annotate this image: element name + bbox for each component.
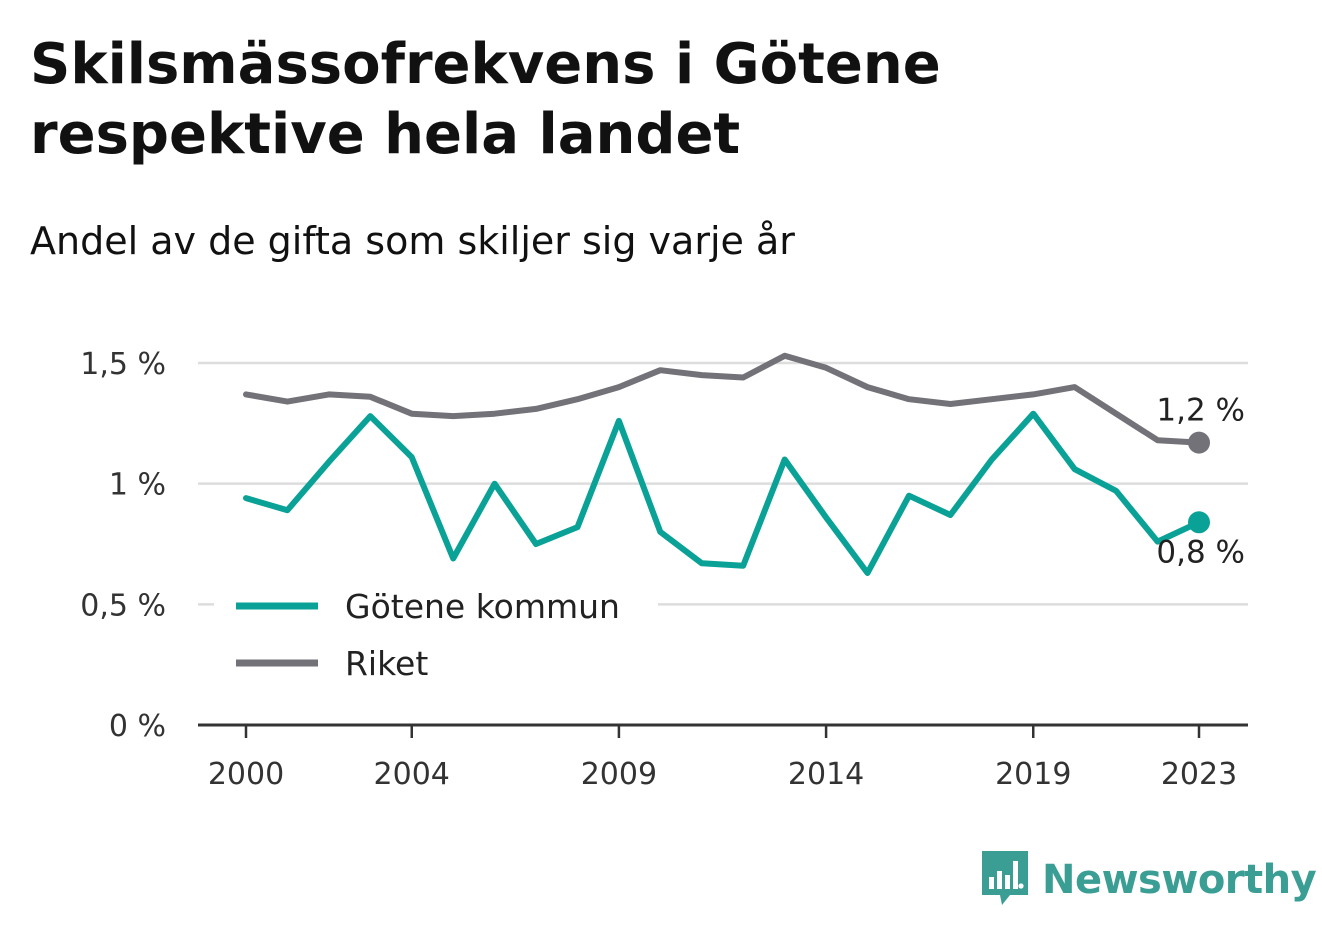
x-tick-label: 2004 [374, 757, 450, 792]
x-tick-label: 2023 [1161, 757, 1237, 792]
brand: Newsworthy [980, 849, 1317, 911]
x-tick-label: 2019 [995, 757, 1071, 792]
end-marker-riket [1188, 431, 1210, 454]
y-tick-label: 1,5 % [80, 347, 166, 382]
y-tick-label: 1 % [109, 468, 166, 503]
series-line-riket [243, 352, 1202, 446]
end-label-gotene: 0,8 % [1156, 534, 1245, 570]
series-line-gotene [243, 410, 1202, 576]
y-tick-label: 0,5 % [80, 588, 166, 623]
x-tick-label: 2009 [581, 757, 657, 792]
legend-label-gotene: Götene kommun [345, 587, 620, 626]
x-tick-label: 2014 [788, 757, 864, 792]
series-lines [243, 352, 1210, 576]
brand-name: Newsworthy [1042, 857, 1317, 903]
x-tick-label: 2000 [208, 757, 284, 792]
chart-title: Skilsmässofrekvens i Götene respektive h… [30, 32, 941, 167]
chart-subtitle: Andel av de gifta som skiljer sig varje … [30, 219, 795, 263]
end-labels: 1,2 % 0,8 % [1156, 393, 1245, 571]
legend-background [214, 578, 658, 698]
legend: Götene kommun Riket [214, 578, 658, 698]
newsworthy-logo-icon [980, 849, 1030, 911]
y-tick-label: 0 % [109, 709, 166, 744]
end-marker-gotene [1188, 511, 1210, 534]
axes: 0 % 0,5 % 1 % 1,5 % 2000 2004 2009 2014 2019 2023 [80, 347, 1248, 792]
legend-label-riket: Riket [345, 644, 428, 683]
end-label-riket: 1,2 % [1156, 393, 1245, 429]
